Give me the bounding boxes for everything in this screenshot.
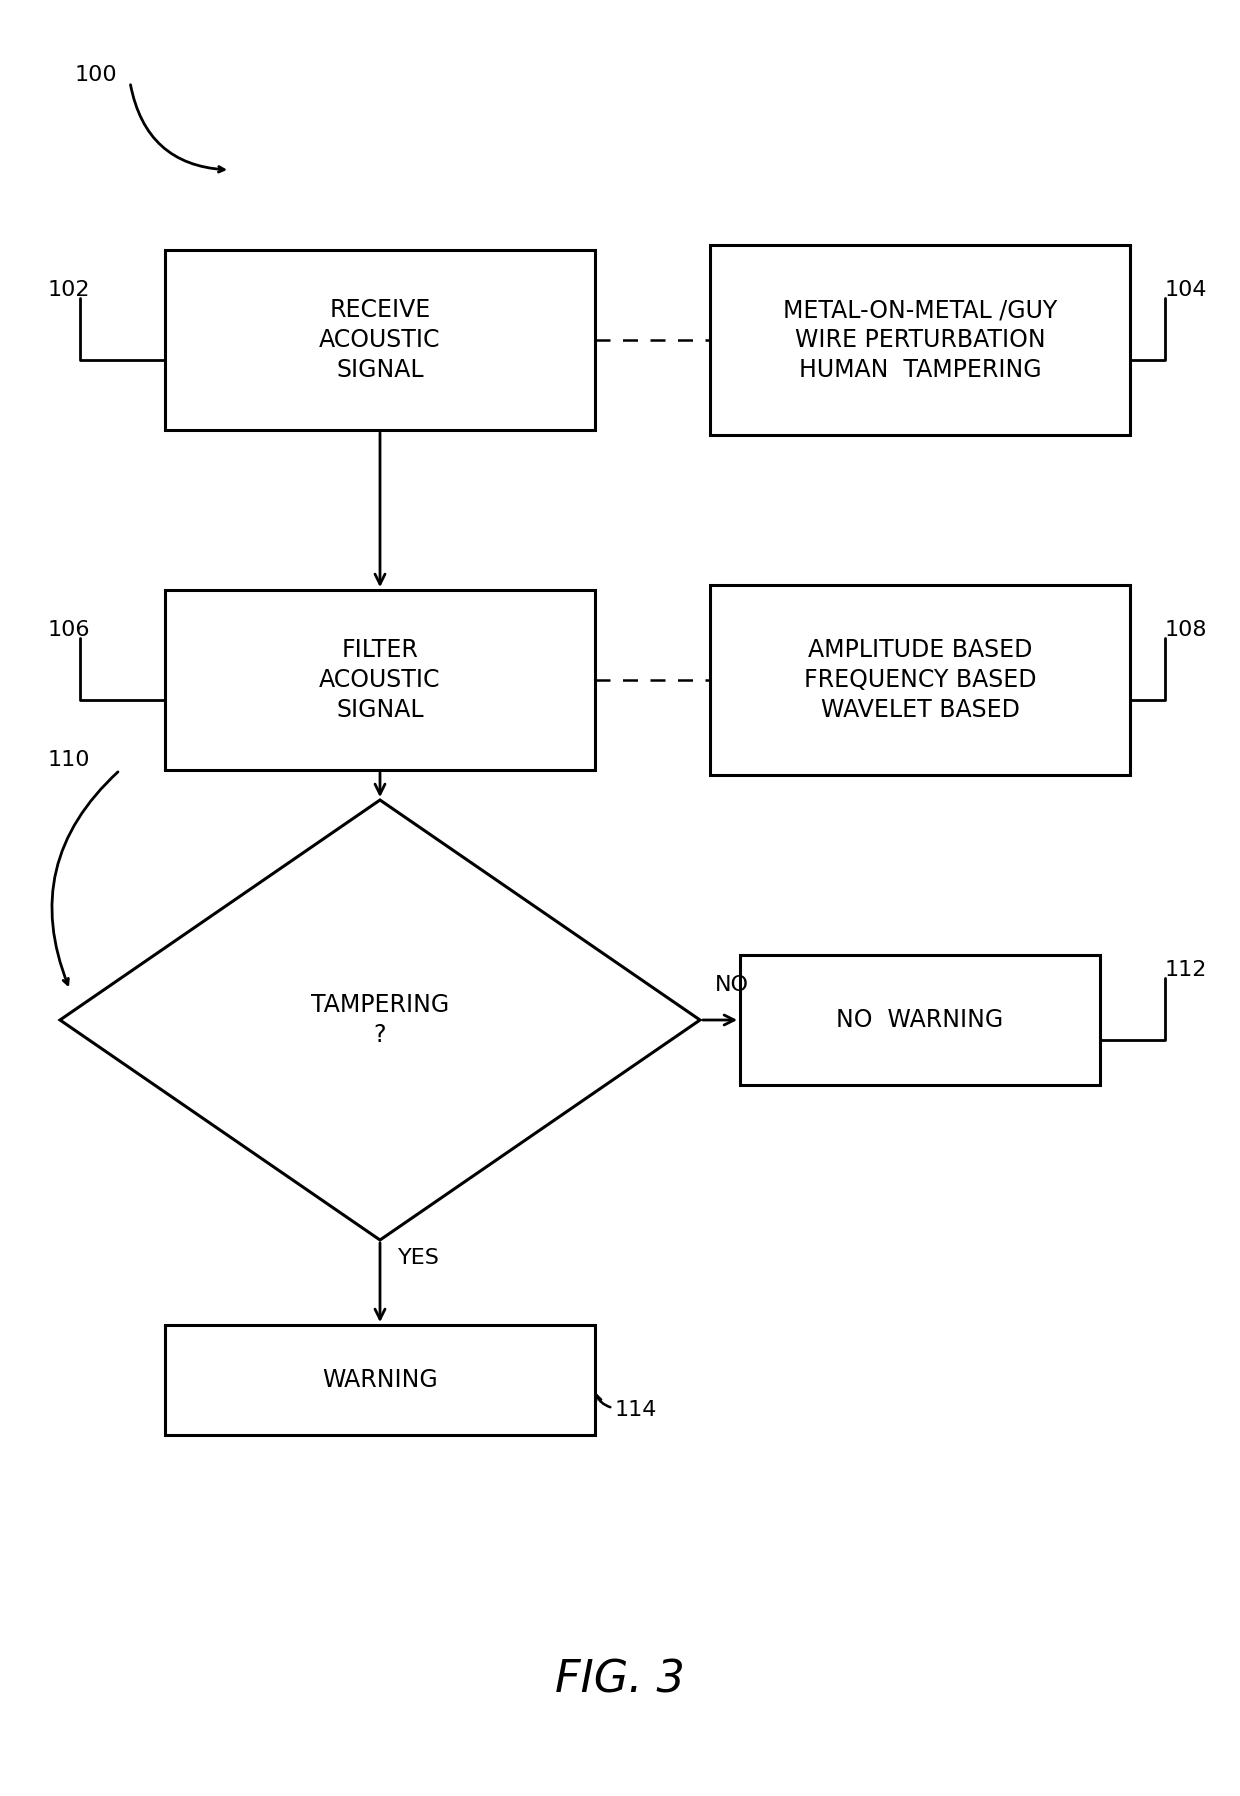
Text: 102: 102: [48, 280, 91, 300]
Text: HUMAN  TAMPERING: HUMAN TAMPERING: [799, 357, 1042, 383]
Text: AMPLITUDE BASED: AMPLITUDE BASED: [807, 638, 1032, 663]
Bar: [165, 591, 595, 770]
Text: NO: NO: [715, 975, 749, 995]
Text: FIG. 3: FIG. 3: [556, 1658, 684, 1701]
Bar: [711, 585, 1130, 776]
Text: RECEIVE: RECEIVE: [330, 298, 430, 321]
Text: ACOUSTIC: ACOUSTIC: [319, 668, 440, 691]
Bar: [711, 244, 1130, 435]
Text: WAVELET BASED: WAVELET BASED: [821, 699, 1019, 722]
Text: 110: 110: [48, 751, 91, 770]
Text: WARNING: WARNING: [322, 1369, 438, 1392]
Text: 114: 114: [615, 1401, 657, 1421]
Text: WIRE PERTURBATION: WIRE PERTURBATION: [795, 329, 1045, 352]
Text: 100: 100: [74, 65, 118, 84]
Bar: [165, 250, 595, 429]
Text: 108: 108: [1166, 620, 1208, 639]
Text: ?: ?: [373, 1024, 386, 1047]
Text: 106: 106: [48, 620, 91, 639]
Text: SIGNAL: SIGNAL: [336, 699, 424, 722]
Text: 104: 104: [1166, 280, 1208, 300]
Polygon shape: [60, 799, 701, 1239]
Text: METAL-ON-METAL /GUY: METAL-ON-METAL /GUY: [782, 298, 1058, 321]
Text: NO  WARNING: NO WARNING: [836, 1008, 1003, 1033]
Text: TAMPERING: TAMPERING: [311, 993, 449, 1017]
Text: FILTER: FILTER: [341, 638, 418, 663]
Text: FREQUENCY BASED: FREQUENCY BASED: [804, 668, 1037, 691]
Bar: [740, 955, 1100, 1085]
Bar: [165, 1325, 595, 1435]
Text: SIGNAL: SIGNAL: [336, 357, 424, 383]
Text: 112: 112: [1166, 961, 1208, 981]
Text: ACOUSTIC: ACOUSTIC: [319, 329, 440, 352]
Text: YES: YES: [398, 1248, 440, 1268]
